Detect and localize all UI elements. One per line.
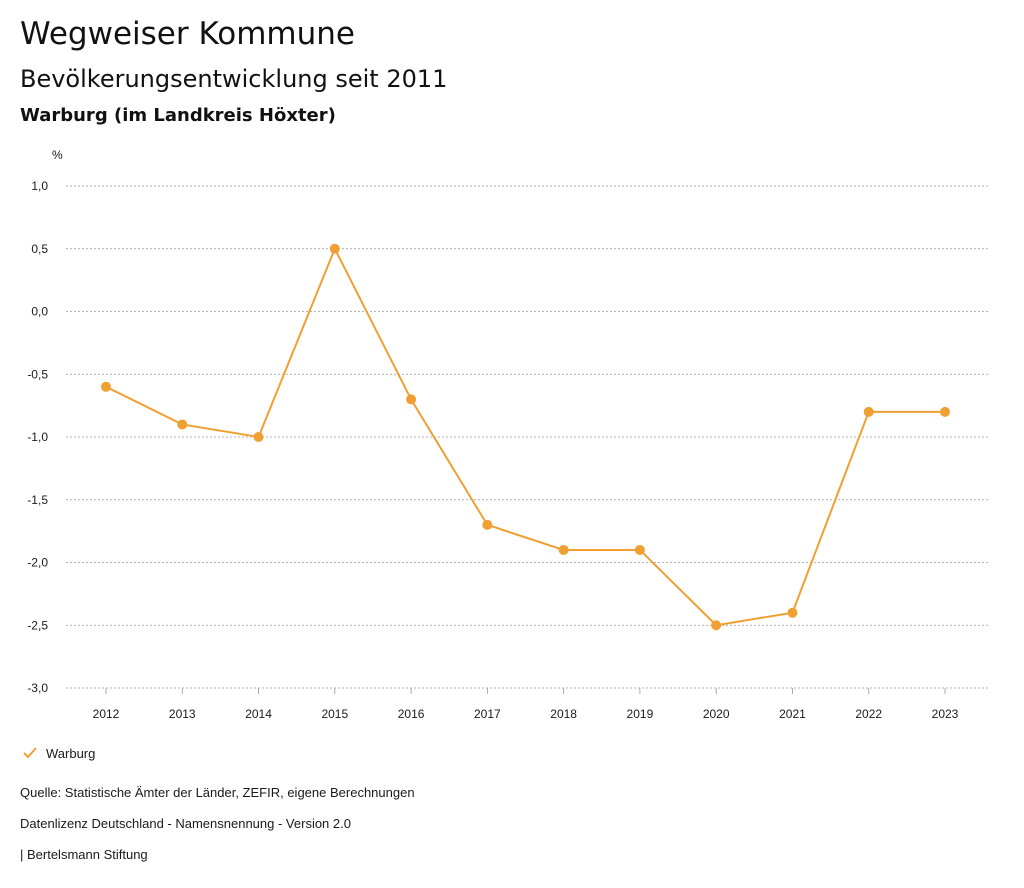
x-tick-label: 2013 — [169, 707, 196, 721]
y-tick-label: -2,5 — [27, 618, 48, 632]
data-point[interactable] — [863, 406, 874, 417]
x-axis-ticks: 2012 2013 2014 2015 2016 2017 2018 2019 2020 2021… — [93, 688, 959, 721]
region-label: Warburg (im Landkreis Höxter) — [20, 105, 336, 126]
data-point[interactable] — [940, 406, 950, 417]
legend-label: Warburg — [46, 745, 96, 761]
data-point[interactable] — [177, 419, 188, 430]
y-tick-label: -2,0 — [27, 556, 48, 570]
x-tick-label: 2022 — [855, 707, 882, 721]
x-tick-label: 2016 — [398, 707, 425, 721]
data-point[interactable] — [711, 620, 722, 631]
checkmark-icon — [23, 747, 37, 759]
legend-item-warburg[interactable]: Warburg — [22, 745, 95, 761]
series-points — [101, 243, 950, 631]
source-note: Quelle: Statistische Ämter der Länder, Z… — [20, 785, 415, 800]
data-point[interactable] — [634, 544, 645, 555]
page-title: Wegweiser Kommune — [20, 16, 355, 52]
x-tick-label: 2017 — [474, 707, 501, 721]
y-axis-ticks: 1,0 0,5 0,0 -0,5 -1,0 -1,5 -2,0 -2,5 -3,0 — [27, 179, 48, 695]
chart-gridlines — [66, 185, 990, 689]
series-line-warburg — [105, 246, 945, 627]
x-tick-label: 2015 — [321, 707, 348, 721]
y-axis-unit-label: % — [52, 148, 63, 162]
data-point[interactable] — [406, 394, 417, 405]
y-tick-label: 0,0 — [31, 305, 48, 319]
x-tick-label: 2021 — [779, 707, 806, 721]
data-point[interactable] — [253, 432, 264, 442]
data-point[interactable] — [558, 544, 569, 555]
y-tick-label: -1,0 — [27, 430, 48, 444]
x-tick-label: 2012 — [93, 707, 120, 721]
data-point[interactable] — [787, 607, 798, 618]
license-note: Datenlizenz Deutschland - Namensnennung … — [20, 816, 351, 831]
x-tick-label: 2018 — [550, 707, 577, 721]
x-tick-label: 2023 — [932, 707, 959, 721]
publisher-note: | Bertelsmann Stiftung — [20, 847, 148, 862]
y-tick-label: -3,0 — [27, 681, 48, 695]
data-point[interactable] — [482, 519, 493, 530]
y-tick-label: -1,5 — [27, 493, 48, 507]
data-point[interactable] — [329, 243, 340, 254]
y-tick-label: 0,5 — [31, 242, 48, 256]
x-tick-label: 2019 — [627, 707, 654, 721]
y-tick-label: -0,5 — [27, 367, 48, 381]
data-point[interactable] — [101, 381, 111, 392]
chart-subtitle: Bevölkerungsentwicklung seit 2011 — [20, 65, 448, 93]
x-tick-label: 2020 — [703, 707, 730, 721]
x-tick-label: 2014 — [245, 707, 272, 721]
line-chart: % 1,0 0,5 0,0 -0,5 -1,0 -1,5 -2,0 -2,5 -3,0 2012… — [27, 148, 990, 721]
y-tick-label: 1,0 — [31, 179, 48, 193]
